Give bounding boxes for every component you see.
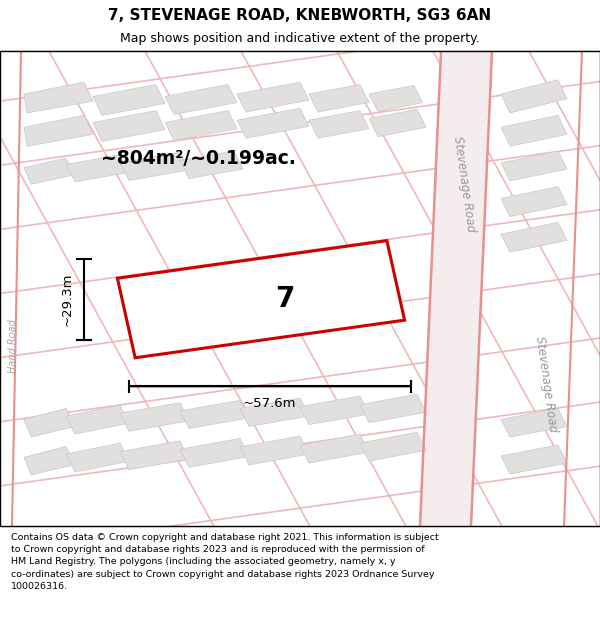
Polygon shape: [237, 82, 309, 112]
Polygon shape: [309, 111, 369, 138]
Text: Map shows position and indicative extent of the property.: Map shows position and indicative extent…: [120, 32, 480, 45]
Polygon shape: [369, 109, 426, 137]
Polygon shape: [501, 151, 567, 181]
Polygon shape: [66, 405, 129, 434]
Polygon shape: [240, 436, 309, 465]
Polygon shape: [360, 432, 426, 461]
Polygon shape: [300, 434, 369, 463]
Polygon shape: [240, 398, 309, 426]
Polygon shape: [501, 445, 567, 474]
Polygon shape: [24, 116, 93, 146]
Polygon shape: [165, 84, 237, 114]
Polygon shape: [501, 80, 567, 113]
Text: 7: 7: [275, 285, 295, 313]
Polygon shape: [180, 151, 243, 179]
Text: 7, STEVENAGE ROAD, KNEBWORTH, SG3 6AN: 7, STEVENAGE ROAD, KNEBWORTH, SG3 6AN: [109, 8, 491, 23]
Polygon shape: [66, 155, 129, 182]
Polygon shape: [369, 86, 422, 112]
Text: Stevenage Road: Stevenage Road: [533, 335, 559, 432]
Polygon shape: [501, 222, 567, 252]
Text: ~804m²/~0.199ac.: ~804m²/~0.199ac.: [101, 149, 295, 168]
Text: Stevenage Road: Stevenage Road: [451, 136, 477, 233]
Polygon shape: [237, 108, 309, 138]
Polygon shape: [24, 446, 75, 475]
Text: ~29.3m: ~29.3m: [61, 272, 73, 326]
Polygon shape: [360, 394, 426, 422]
Polygon shape: [180, 401, 249, 428]
Polygon shape: [300, 396, 369, 424]
Polygon shape: [120, 402, 189, 431]
Polygon shape: [93, 111, 165, 141]
Text: Hand Road: Hand Road: [8, 319, 18, 372]
Text: ~57.6m: ~57.6m: [243, 397, 296, 410]
Polygon shape: [24, 158, 75, 184]
Polygon shape: [501, 187, 567, 216]
Polygon shape: [501, 409, 567, 437]
Polygon shape: [501, 116, 567, 146]
Polygon shape: [165, 111, 237, 141]
Polygon shape: [66, 443, 129, 472]
Text: Contains OS data © Crown copyright and database right 2021. This information is : Contains OS data © Crown copyright and d…: [11, 533, 439, 591]
Polygon shape: [24, 409, 75, 437]
Polygon shape: [420, 51, 492, 526]
Polygon shape: [120, 152, 189, 181]
Polygon shape: [24, 82, 93, 113]
Polygon shape: [93, 84, 165, 116]
Polygon shape: [309, 84, 369, 112]
Polygon shape: [120, 441, 189, 470]
Polygon shape: [180, 438, 249, 468]
Polygon shape: [118, 241, 404, 358]
